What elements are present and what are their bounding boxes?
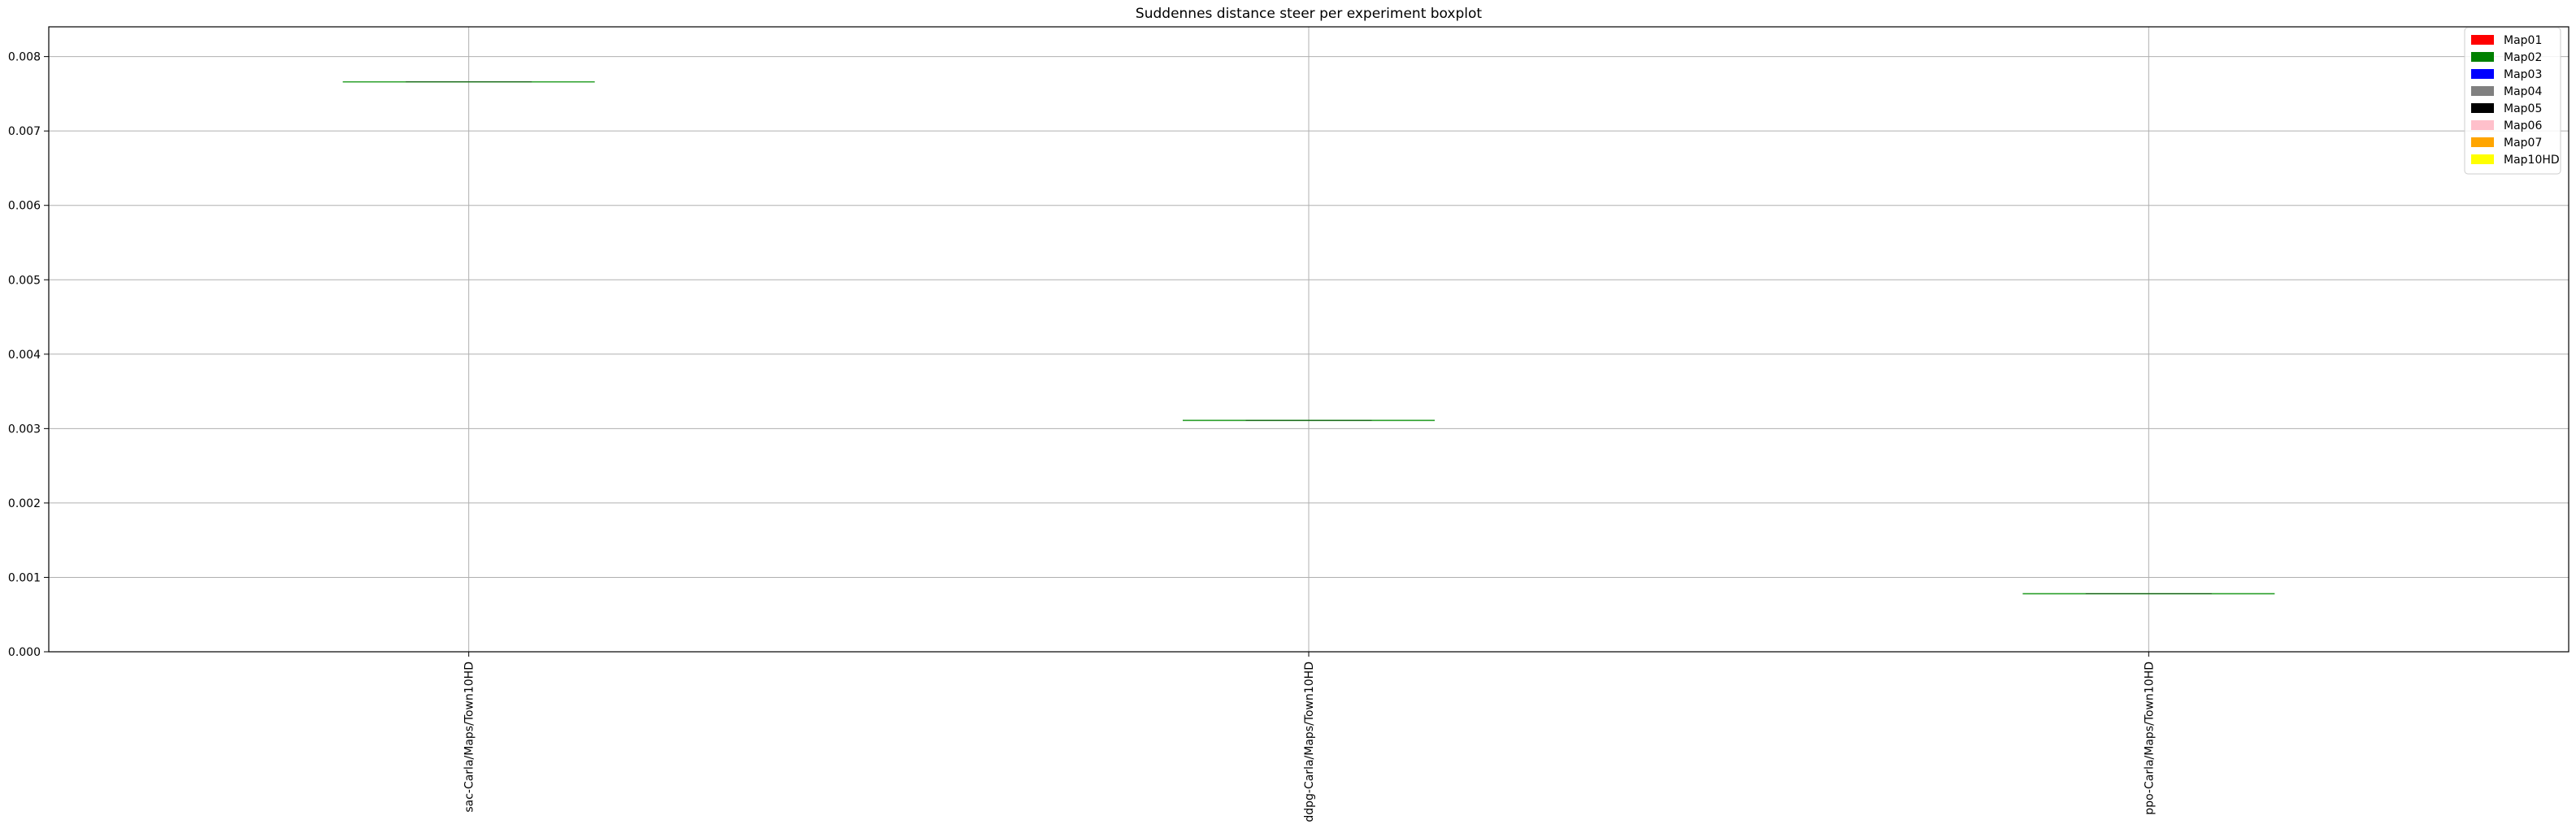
legend-swatch [2471,154,2494,164]
x-axis: sac-Carla/Maps/Town10HD ddpg-Carla/Maps/T… [463,652,2156,822]
legend: Map01 Map02 Map03 Map04 Map05 Map06 Map07 Map10… [2464,27,2561,175]
legend-swatch [2471,120,2494,130]
y-tick-label: 0.000 [8,646,41,659]
x-tick-label: sac-Carla/Maps/Town10HD [463,662,476,813]
legend-label: Map06 [2504,119,2542,132]
y-axis: 0.000 0.001 0.002 0.003 0.004 0.005 0.006 0.007… [8,51,49,659]
legend-label: Map07 [2504,137,2542,150]
x-tick-label: ppo-Carla/Maps/Town10HD [2143,662,2156,815]
legend-swatch [2471,103,2494,113]
legend-label: Map02 [2504,51,2542,64]
y-tick-label: 0.002 [8,497,41,510]
y-tick-label: 0.008 [8,51,41,64]
y-tick-label: 0.007 [8,125,41,138]
legend-label: Map04 [2504,85,2542,98]
y-tick-label: 0.001 [8,571,41,584]
y-tick-label: 0.003 [8,423,41,436]
legend-swatch [2471,35,2494,45]
legend-swatch [2471,52,2494,62]
legend-swatch [2471,69,2494,79]
y-tick-label: 0.006 [8,200,41,213]
legend-label: Map10HD [2504,154,2560,167]
grid-layer [49,27,2569,653]
legend-label: Map03 [2504,68,2542,81]
legend-box [2464,27,2561,175]
chart-title: Suddennes distance steer per experiment … [1136,6,1482,22]
legend-label: Map05 [2504,102,2542,115]
box-layer [342,80,2275,595]
y-tick-label: 0.004 [8,349,41,362]
y-tick-label: 0.005 [8,274,41,287]
legend-label: Map01 [2504,34,2542,47]
legend-swatch [2471,137,2494,147]
legend-swatch [2471,86,2494,96]
x-tick-label: ddpg-Carla/Maps/Town10HD [1303,662,1316,822]
